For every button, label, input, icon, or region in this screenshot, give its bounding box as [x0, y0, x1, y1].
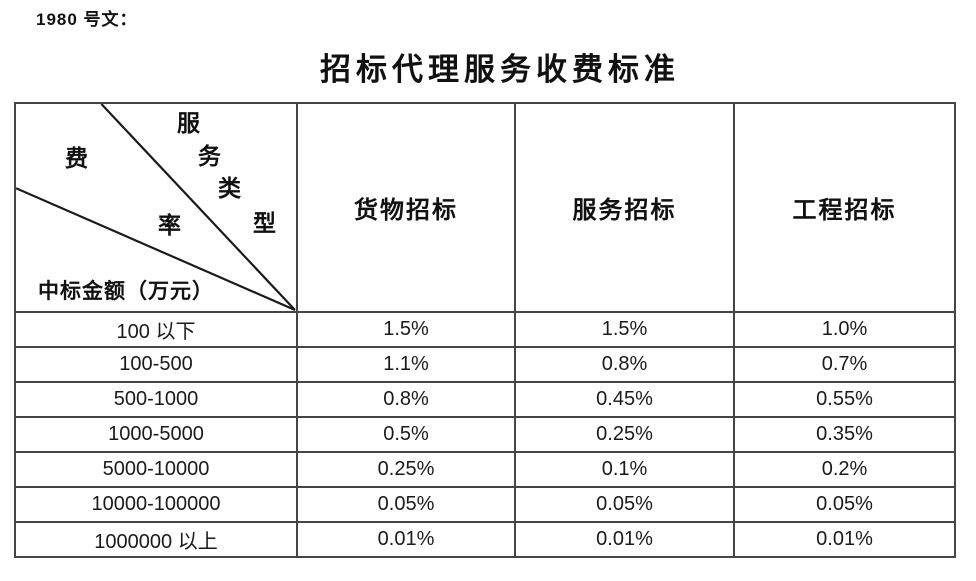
column-header-goods: 货物招标	[296, 102, 516, 313]
rate-cell: 0.05%	[296, 486, 516, 523]
rate-cell: 0.2%	[733, 451, 956, 488]
corner-fee-rate-char: 率	[158, 213, 181, 238]
page-title: 招标代理服务收费标准	[320, 52, 680, 87]
corner-service-type-char: 型	[253, 211, 276, 236]
row-label: 1000-5000	[14, 416, 298, 453]
rate-cell: 0.45%	[514, 381, 735, 418]
corner-service-type-char: 类	[218, 176, 241, 201]
row-label: 10000-100000	[14, 486, 298, 523]
diagonal-lines	[16, 104, 296, 311]
rate-cell: 1.5%	[514, 311, 735, 348]
corner-fee-rate-char: 费	[65, 146, 88, 171]
rate-cell: 0.01%	[514, 521, 735, 558]
table-header-row: 服 务 类 型 费 率 中标金额（万元） 货物招标 服务招标 工程招标	[14, 102, 956, 313]
corner-service-type-char: 务	[198, 144, 221, 169]
rate-cell: 0.1%	[514, 451, 735, 488]
table-row: 500-1000 0.8% 0.45% 0.55%	[14, 381, 956, 418]
row-label: 100-500	[14, 346, 298, 383]
row-label: 5000-10000	[14, 451, 298, 488]
rate-cell: 0.25%	[296, 451, 516, 488]
rate-cell: 1.0%	[733, 311, 956, 348]
corner-service-type-char: 服	[177, 111, 200, 136]
table-row: 10000-100000 0.05% 0.05% 0.05%	[14, 486, 956, 523]
column-header-service: 服务招标	[514, 102, 735, 313]
rate-cell: 0.05%	[514, 486, 735, 523]
column-header-engineering: 工程招标	[733, 102, 956, 313]
row-label: 100 以下	[14, 311, 298, 348]
diagonal-corner-cell: 服 务 类 型 费 率 中标金额（万元）	[14, 102, 298, 313]
row-label: 1000000 以上	[14, 521, 298, 558]
doc-reference: 1980 号文：	[36, 10, 138, 29]
row-label: 500-1000	[14, 381, 298, 418]
rate-cell: 1.5%	[296, 311, 516, 348]
table-row: 100-500 1.1% 0.8% 0.7%	[14, 346, 956, 383]
rate-cell: 0.55%	[733, 381, 956, 418]
rate-cell: 0.8%	[296, 381, 516, 418]
rate-cell: 0.5%	[296, 416, 516, 453]
table-row: 100 以下 1.5% 1.5% 1.0%	[14, 311, 956, 348]
rate-cell: 0.25%	[514, 416, 735, 453]
rate-cell: 0.8%	[514, 346, 735, 383]
rate-cell: 0.01%	[296, 521, 516, 558]
table-row: 1000-5000 0.5% 0.25% 0.35%	[14, 416, 956, 453]
rate-cell: 0.01%	[733, 521, 956, 558]
fee-standard-table: 服 务 类 型 费 率 中标金额（万元） 货物招标 服务招标 工程招标 100 …	[14, 102, 956, 558]
table-row: 5000-10000 0.25% 0.1% 0.2%	[14, 451, 956, 488]
rate-cell: 1.1%	[296, 346, 516, 383]
rate-cell: 0.35%	[733, 416, 956, 453]
table-row: 1000000 以上 0.01% 0.01% 0.01%	[14, 521, 956, 558]
corner-amount-label: 中标金额（万元）	[38, 279, 214, 303]
rate-cell: 0.05%	[733, 486, 956, 523]
rate-cell: 0.7%	[733, 346, 956, 383]
